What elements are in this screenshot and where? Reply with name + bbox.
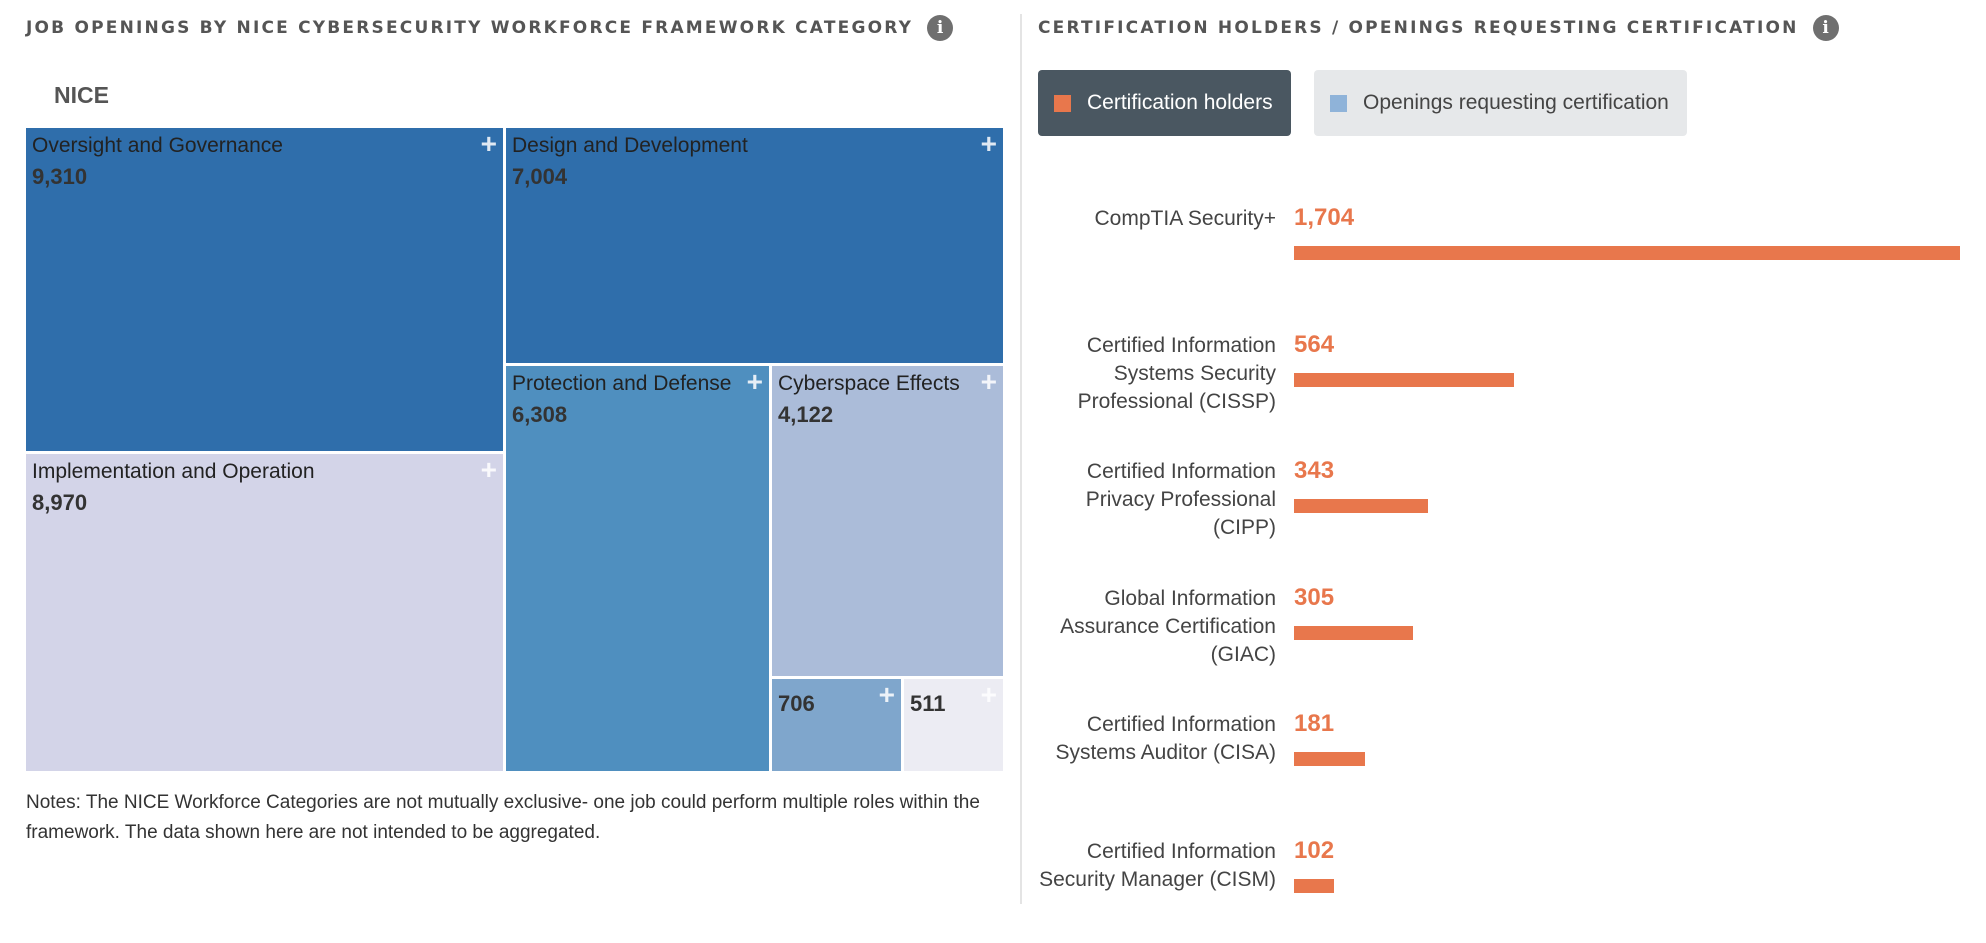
legend-button-certification-holders[interactable]: Certification holders [1038, 70, 1291, 136]
certification-bar-chart: CompTIA Security+ 1,704 Certified Informat… [1038, 190, 1986, 904]
plus-icon[interactable]: + [980, 679, 997, 710]
bar-row: Certified Information Security Manager (… [1038, 823, 1986, 943]
bar-category-label: Certified Information Systems Auditor (C… [1055, 713, 1276, 764]
tile-name: Cyberspace Effects [778, 372, 960, 395]
bar-category-label: Certified Information Privacy Profession… [1085, 460, 1276, 539]
bar-row: Certified Information Privacy Profession… [1038, 443, 1986, 563]
bar[interactable] [1294, 372, 1514, 387]
treemap-tile-protection-and-defense[interactable]: Protection and Defense 6,308 + [506, 366, 772, 774]
bar[interactable] [1294, 625, 1413, 640]
info-icon[interactable]: i [1812, 15, 1839, 41]
plus-icon[interactable]: + [980, 366, 997, 397]
bar-row: Global Information Assurance Certificati… [1038, 570, 1986, 690]
bar-row: CompTIA Security+ 1,704 [1038, 190, 1986, 310]
legend-label-openings: Openings requesting certification [1363, 91, 1669, 114]
bar[interactable] [1294, 878, 1334, 893]
treemap-panel-title-text: JOB OPENINGS BY NICE CYBERSECURITY WORKF… [26, 18, 914, 38]
tile-value: 6,308 [512, 402, 568, 427]
plus-icon[interactable]: + [480, 128, 497, 159]
bar-value-label: 305 [1294, 583, 1335, 611]
bar-row: Certified Information Systems Auditor (C… [1038, 696, 1986, 816]
treemap-root-label[interactable]: NICE [54, 82, 109, 108]
bar-category-label: Certified Information Security Manager (… [1039, 839, 1276, 891]
treemap-tile-511[interactable]: 511 + [904, 679, 1006, 774]
treemap-tile-implementation-and-operation[interactable]: Implementation and Operation 8,970 + [26, 454, 506, 774]
bar[interactable] [1294, 246, 1960, 260]
panel-divider [1020, 14, 1022, 904]
treemap-tile-cyberspace-effects[interactable]: Cyberspace Effects 4,122 + [772, 366, 1006, 679]
plus-icon[interactable]: + [480, 454, 497, 485]
bar-row: Certified Information Systems Security P… [1038, 317, 1986, 437]
tile-name: Protection and Defense [512, 372, 732, 395]
tile-value: 706 [778, 691, 815, 716]
tile-name: Oversight and Governance [32, 134, 283, 157]
certification-panel-title: CERTIFICATION HOLDERS / OPENINGS REQUEST… [1038, 15, 1839, 41]
notes-text: Notes: The NICE Workforce Categories are… [26, 792, 980, 843]
treemap-tile-oversight-and-governance[interactable]: Oversight and Governance 9,310 + [26, 128, 506, 454]
tile-name: Design and Development [512, 134, 748, 157]
tile-value: 9,310 [32, 164, 88, 189]
bar-category-label: Certified Information Systems Security P… [1077, 333, 1276, 413]
treemap-chart: Oversight and Governance 9,310 + Implementa… [26, 128, 1006, 774]
bar[interactable] [1294, 752, 1365, 766]
info-icon[interactable]: i [927, 15, 954, 41]
tile-value: 8,970 [32, 490, 88, 515]
plus-icon[interactable]: + [746, 366, 763, 397]
bar-value-label: 181 [1294, 710, 1335, 737]
plus-icon[interactable]: + [980, 128, 997, 159]
bar-value-label: 564 [1294, 330, 1335, 358]
bar-value-label: 1,704 [1294, 204, 1355, 231]
bar-value-label: 343 [1294, 457, 1335, 484]
tile-value: 7,004 [512, 164, 568, 189]
openings-swatch [1330, 94, 1347, 112]
bar-category-label: CompTIA Security+ [1094, 207, 1276, 230]
treemap-tile-design-and-development[interactable]: Design and Development 7,004 + [506, 128, 1006, 366]
plus-icon[interactable]: + [878, 679, 895, 710]
legend-button-openings-requesting[interactable]: Openings requesting certification [1314, 70, 1687, 136]
tile-value: 511 [910, 691, 946, 716]
treemap-tile-706[interactable]: 706 + [772, 679, 904, 774]
certification-panel-title-text: CERTIFICATION HOLDERS / OPENINGS REQUEST… [1038, 18, 1799, 38]
legend-label-holders: Certification holders [1087, 91, 1273, 114]
tile-name: Implementation and Operation [32, 460, 315, 483]
bar-value-label: 102 [1294, 836, 1335, 864]
holders-swatch [1054, 94, 1071, 112]
tile-value: 4,122 [778, 402, 834, 427]
bar-category-label: Global Information Assurance Certificati… [1060, 586, 1276, 666]
treemap-panel-title: JOB OPENINGS BY NICE CYBERSECURITY WORKF… [26, 15, 954, 41]
bar[interactable] [1294, 499, 1428, 513]
